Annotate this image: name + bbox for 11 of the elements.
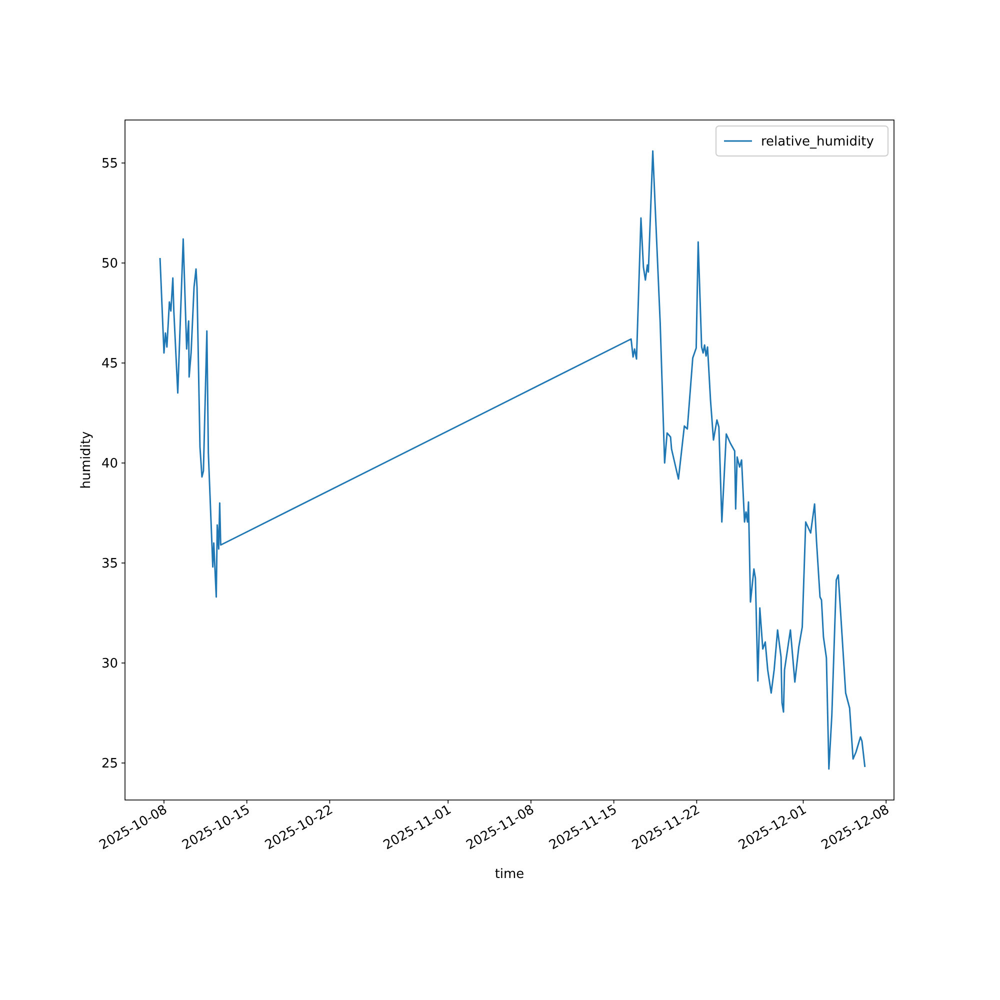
x-axis-title: time <box>494 867 524 882</box>
y-tick-label: 50 <box>101 256 118 272</box>
legend-label: relative_humidity <box>761 134 874 150</box>
line-series <box>159 150 866 770</box>
y-tick-label: 30 <box>101 656 118 672</box>
y-tick-label: 45 <box>101 356 118 372</box>
y-tick-label: 25 <box>101 756 118 772</box>
y-axis-title: humidity <box>79 430 94 489</box>
y-tick-label: 40 <box>101 456 118 472</box>
y-tick-label: 55 <box>101 156 118 172</box>
y-tick-label: 35 <box>101 556 118 572</box>
